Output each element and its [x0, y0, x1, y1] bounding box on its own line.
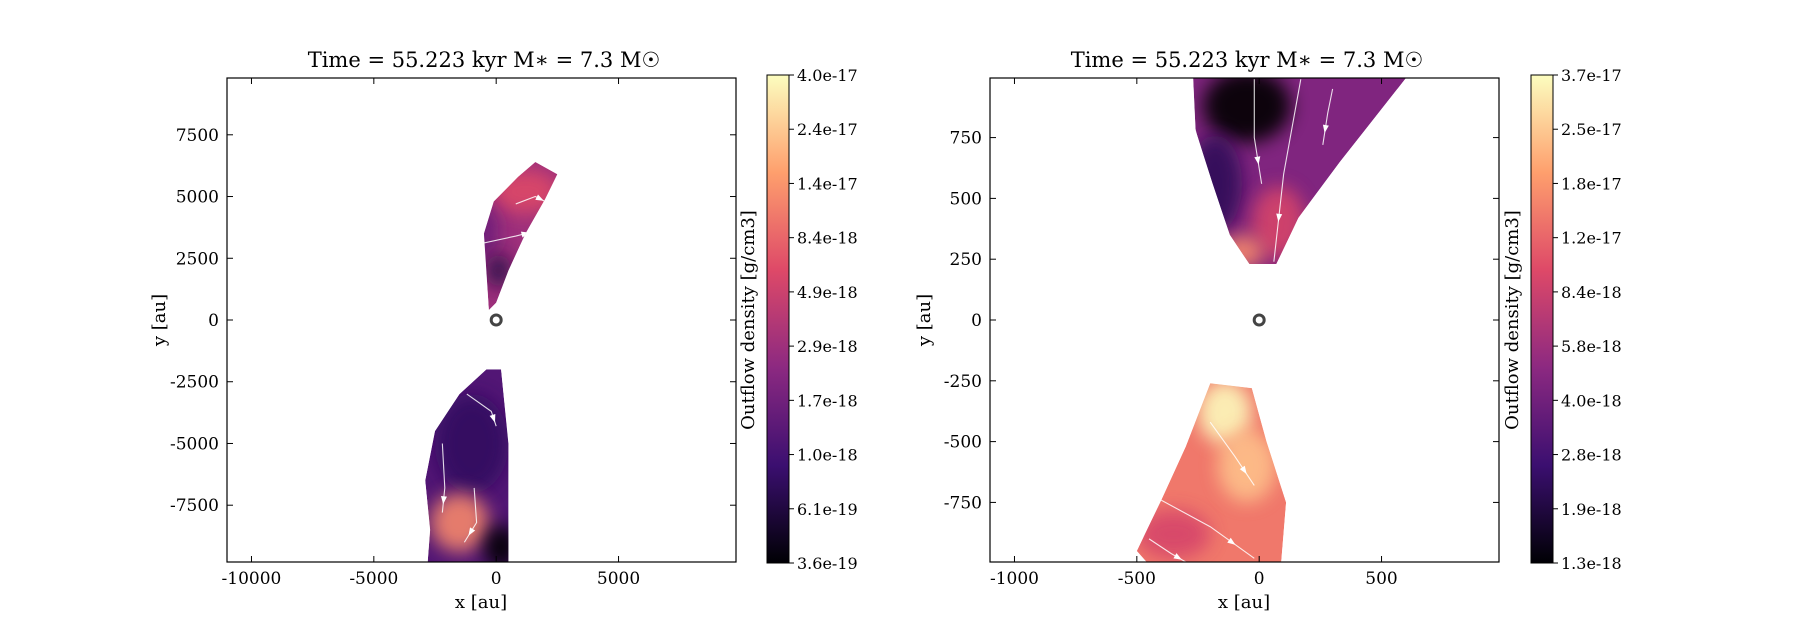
density-patch	[454, 201, 499, 261]
colorbar-tick-label: 6.1e-19	[797, 500, 858, 519]
streamline-arrow	[1322, 124, 1329, 134]
colorbar-tick-label: 5.8e-18	[1561, 337, 1622, 356]
density-field	[1136, 78, 1407, 562]
colorbar: 3.7e-17 2.5e-17 1.8e-17 1.2e-17 8.4e-18 5.8e-…	[1530, 66, 1622, 573]
density-patch	[1198, 380, 1252, 445]
star-marker	[1252, 313, 1266, 327]
y-tick-label: 7500	[176, 126, 219, 146]
x-tick-label: 5000	[597, 569, 640, 589]
density-patch	[430, 492, 489, 553]
y-tick-label: 750	[950, 129, 982, 149]
density-patch	[486, 253, 511, 288]
star-marker	[489, 313, 503, 327]
streamline	[1209, 421, 1255, 486]
y-axis-label: y [au]	[914, 294, 935, 347]
colorbar-tick-label: 4.0e-18	[1561, 391, 1622, 410]
y-tick-label: -250	[944, 372, 982, 392]
colorbar-tick-label: 8.4e-18	[797, 229, 858, 248]
density-patch	[1136, 509, 1211, 559]
density-patch	[1217, 429, 1277, 503]
streamline-arrow	[1173, 553, 1182, 560]
x-tick-label: -10000	[222, 569, 282, 589]
x-tick-label: 500	[1365, 569, 1397, 589]
streamline-arrow	[468, 527, 476, 536]
density-field	[425, 161, 558, 562]
x-axis-label: x [au]	[1218, 592, 1270, 613]
x-tick-label: -1000	[990, 569, 1039, 589]
x-axis-label: x [au]	[455, 592, 507, 613]
plot-area	[1136, 78, 1407, 562]
x-tick-label: 0	[1254, 569, 1265, 589]
axis-ticks: -1000 -500 0 500 750 500 250 0 -250 -500 -750	[944, 78, 1499, 589]
y-tick-label: -500	[944, 433, 982, 453]
colorbar-tick-label: 1.4e-17	[797, 174, 858, 193]
colorbar-tick-label: 1.2e-17	[1561, 229, 1622, 248]
colorbar-gradient	[1530, 74, 1554, 564]
density-patch	[1188, 135, 1243, 233]
colorbar-tick-label: 4.0e-17	[797, 66, 858, 85]
density-patch	[435, 394, 509, 493]
colorbar-tick-label: 1.0e-18	[797, 446, 858, 465]
streamline	[441, 443, 446, 513]
colorbar-tick-label: 1.7e-18	[797, 391, 858, 410]
streamline-arrow	[1239, 465, 1247, 475]
colorbar-tick-label: 2.4e-17	[797, 120, 858, 139]
y-tick-label: 2500	[176, 249, 219, 269]
colorbar-gradient	[766, 74, 790, 564]
y-tick-label: -7500	[170, 496, 219, 516]
y-tick-label: 5000	[176, 188, 219, 208]
streamline-arrow	[489, 414, 496, 423]
colorbar-tick-label: 2.8e-18	[1561, 446, 1622, 465]
streamline	[1322, 88, 1334, 145]
chart-title: Time = 55.223 kyr M∗ = 7.3 M☉	[1071, 48, 1424, 72]
colorbar: 4.0e-17 2.4e-17 1.4e-17 8.4e-18 4.9e-18 2.9e-…	[766, 66, 858, 573]
colorbar-tick-label: 8.4e-18	[1561, 283, 1622, 302]
streamline-arrow	[1254, 156, 1261, 165]
x-tick-label: -500	[1118, 569, 1156, 589]
panel-left: Time = 55.223 kyr M∗ = 7.3 M☉ -10000 -500…	[149, 48, 858, 613]
y-tick-label: 0	[208, 311, 219, 331]
axis-ticks: -10000 -5000 0 5000 7500 5000 2500 0 -2500 -5000 -…	[170, 78, 736, 589]
y-tick-label: 250	[950, 250, 982, 270]
colorbar-tick-label: 1.3e-18	[1561, 554, 1622, 573]
chart-title: Time = 55.223 kyr M∗ = 7.3 M☉	[308, 48, 661, 72]
streamline	[1273, 79, 1302, 262]
panel-right: Time = 55.223 kyr M∗ = 7.3 M☉ -1000 -500 0…	[914, 48, 1622, 613]
colorbar-tick-label: 3.7e-17	[1561, 66, 1622, 85]
y-tick-label: -750	[944, 493, 982, 513]
streamline-arrow	[1227, 537, 1236, 545]
colorbar-tick-label: 2.9e-18	[797, 337, 858, 356]
colorbar-tick-label: 1.8e-17	[1561, 174, 1622, 193]
y-tick-label: -2500	[170, 373, 219, 393]
density-patch	[491, 169, 558, 214]
plot-area	[425, 161, 558, 562]
y-tick-label: 0	[971, 311, 982, 331]
density-patch	[1202, 78, 1291, 143]
streamline-arrow	[440, 495, 447, 505]
colorbar-tick-label: 3.6e-19	[797, 554, 858, 573]
colorbar-tick-label: 1.9e-18	[1561, 500, 1622, 519]
y-tick-label: 500	[950, 189, 982, 209]
streamline	[1253, 79, 1263, 184]
streamline-arrow	[535, 194, 544, 201]
streamline-arrow	[1206, 198, 1213, 208]
density-patch	[483, 524, 519, 562]
streamline-arrow	[1276, 213, 1283, 222]
y-axis-label: y [au]	[149, 294, 170, 347]
x-tick-label: 0	[491, 569, 502, 589]
streamline	[1156, 497, 1255, 559]
density-patch	[1220, 234, 1265, 269]
colorbar-tick-label: 4.9e-18	[797, 283, 858, 302]
colorbar-label: Outflow density [g/cm3]	[738, 210, 759, 430]
colorbar-label: Outflow density [g/cm3]	[1502, 210, 1523, 430]
x-tick-label: -5000	[349, 569, 398, 589]
colorbar-tick-label: 2.5e-17	[1561, 120, 1622, 139]
y-tick-label: -5000	[170, 434, 219, 454]
